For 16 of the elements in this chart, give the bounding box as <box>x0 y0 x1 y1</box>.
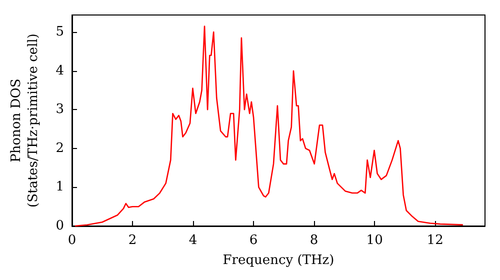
y-tick-label: 4 <box>56 63 64 78</box>
x-tick-label: 8 <box>310 233 318 248</box>
y-tick-label: 2 <box>56 140 64 156</box>
x-tick-label: 6 <box>249 233 258 248</box>
y-tick-label: 1 <box>56 180 64 195</box>
x-tick-label: 2 <box>128 233 137 248</box>
y-tick-label: 0 <box>56 218 64 234</box>
x-axis-title: Frequency (THz) <box>222 252 334 268</box>
y-tick-label: 3 <box>56 102 64 118</box>
x-tick-label: 4 <box>188 233 198 248</box>
line-series <box>74 26 464 227</box>
y-tick-label: 5 <box>56 24 64 40</box>
x-tick-label: 0 <box>68 233 76 248</box>
x-tick-label: 12 <box>426 233 444 248</box>
y-axis-title: Phonon DOS (States/THz·primitive cell) <box>9 33 41 208</box>
x-tick-label: 10 <box>366 233 383 248</box>
